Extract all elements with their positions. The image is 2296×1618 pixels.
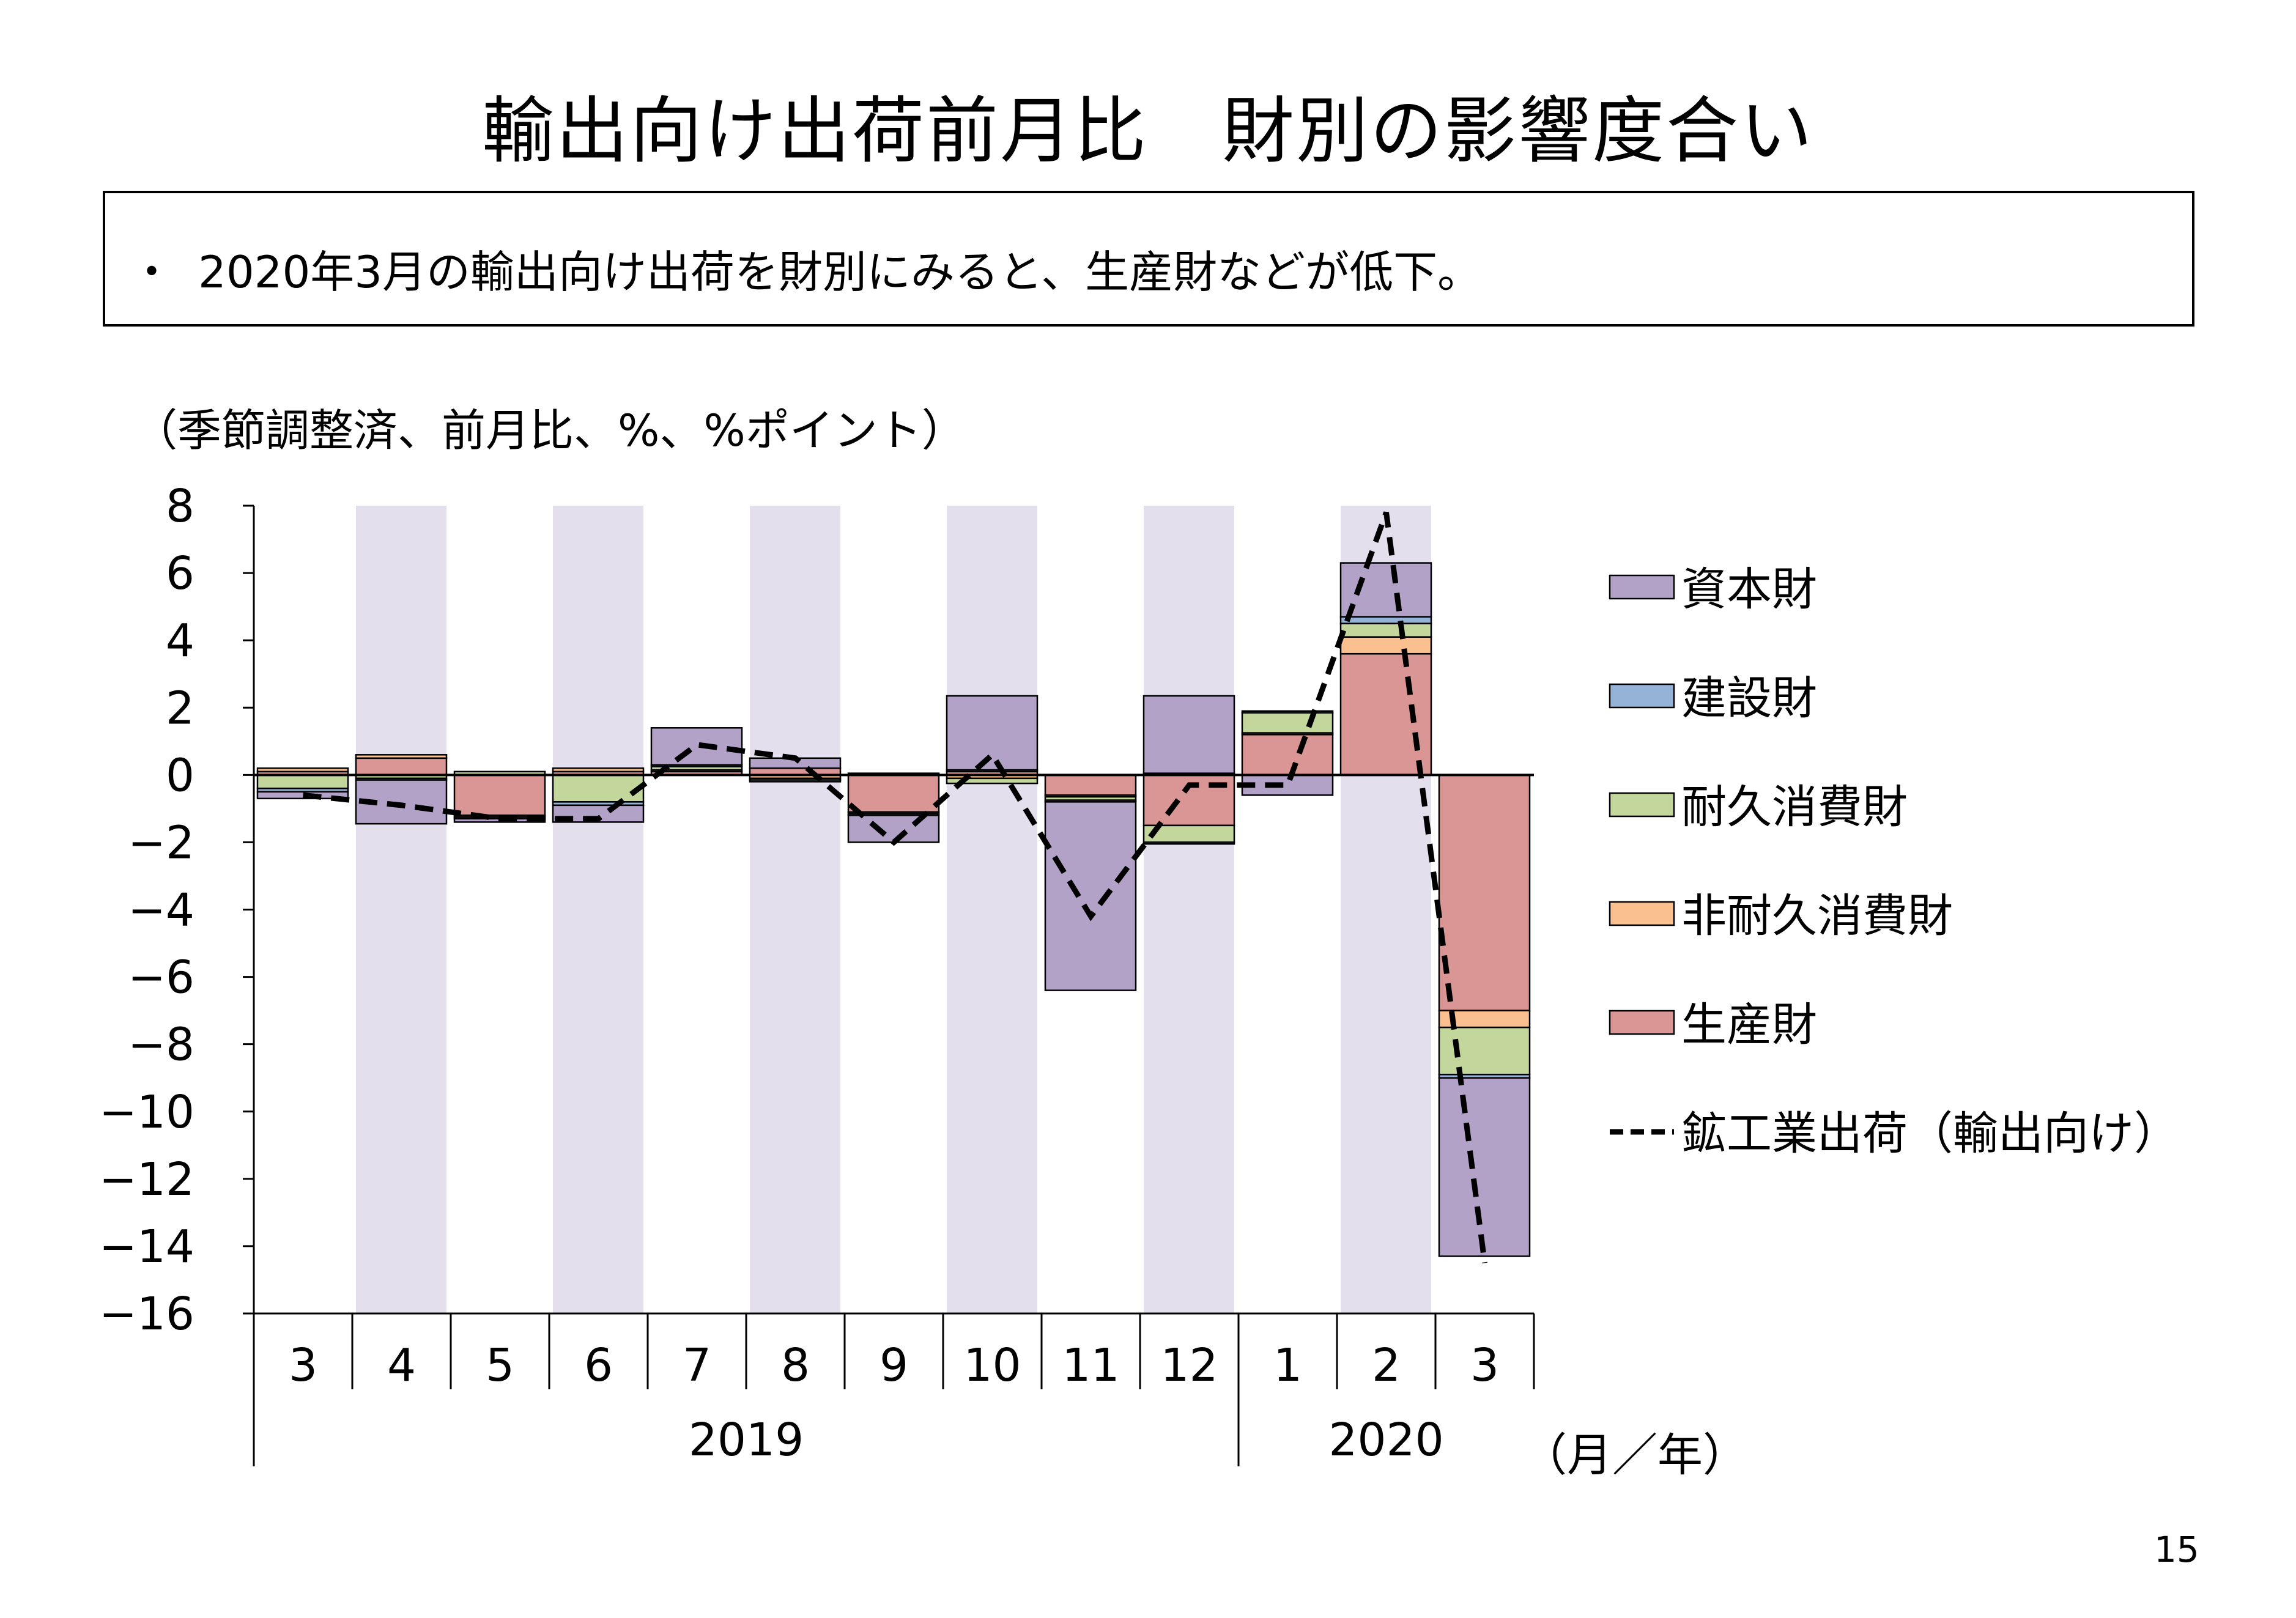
summary-text: 2020年3月の輸出向け出荷を財別にみると、生産財などが低下。 bbox=[198, 246, 1482, 298]
x-tick-label: 8 bbox=[781, 1339, 810, 1392]
y-tick-label: 6 bbox=[166, 547, 194, 600]
y-tick-label: 2 bbox=[166, 682, 194, 734]
x-tick-label: 10 bbox=[963, 1339, 1021, 1392]
x-tick-label: 4 bbox=[387, 1339, 416, 1392]
bar-segment bbox=[1241, 710, 1334, 714]
legend-label: 生産財 bbox=[1681, 999, 1817, 1051]
y-tick-label: −10 bbox=[99, 1086, 194, 1139]
y-tick-label: 4 bbox=[166, 615, 194, 667]
y-tick-label: −4 bbox=[128, 884, 194, 937]
bar-segment bbox=[1241, 712, 1334, 734]
bar-segment bbox=[1339, 616, 1432, 624]
x-tick-label: 2 bbox=[1372, 1339, 1401, 1392]
y-tick-label: −14 bbox=[99, 1221, 194, 1273]
x-tick-label: 3 bbox=[289, 1339, 317, 1392]
unit-note: （季節調整済、前月比、%、%ポイント） bbox=[133, 405, 966, 456]
bullet-mark: ・ bbox=[130, 246, 174, 298]
legend-swatch bbox=[1609, 683, 1675, 709]
legend-label: 非耐久消費財 bbox=[1681, 890, 1953, 942]
year-label: 2019 bbox=[689, 1414, 804, 1466]
bar-segment bbox=[355, 757, 448, 776]
y-tick-label: 8 bbox=[166, 480, 194, 533]
x-tick-label: 9 bbox=[880, 1339, 908, 1392]
y-tick-label: −2 bbox=[128, 816, 194, 869]
y-tick-label: 0 bbox=[166, 749, 194, 802]
legend-swatch bbox=[1609, 792, 1675, 818]
x-tick-label: 12 bbox=[1160, 1339, 1218, 1392]
legend-label: 鉱工業出荷（輸出向け） bbox=[1681, 1107, 2179, 1160]
bar-segment bbox=[1142, 841, 1235, 845]
y-tick-label: −12 bbox=[99, 1153, 194, 1206]
shaded-column bbox=[356, 506, 446, 1313]
bar-segment bbox=[552, 767, 645, 773]
bar-segment bbox=[749, 779, 842, 783]
legend-label: 建設財 bbox=[1681, 672, 1817, 725]
page-title: 輸出向け出荷前月比 財別の影響度合い bbox=[481, 89, 1814, 173]
page-number: 15 bbox=[2154, 1529, 2199, 1570]
bar-segment bbox=[1438, 1077, 1531, 1257]
x-tick-label: 1 bbox=[1273, 1339, 1302, 1392]
bar-segment bbox=[1438, 774, 1531, 1011]
y-tick-label: −6 bbox=[128, 951, 194, 1004]
shaded-column bbox=[750, 506, 840, 1313]
bar-segment bbox=[946, 695, 1039, 771]
bar-segment bbox=[1142, 695, 1235, 774]
shipments-dashed-line bbox=[303, 511, 1487, 1264]
shaded-column bbox=[947, 506, 1037, 1313]
summary-text-line: ・ 2020年3月の輸出向け出荷を財別にみると、生産財などが低下。 bbox=[130, 236, 1481, 300]
x-tick-label: 6 bbox=[584, 1339, 613, 1392]
legend-label: 耐久消費財 bbox=[1681, 781, 1908, 833]
legend-swatch bbox=[1609, 574, 1675, 600]
bar-segment bbox=[847, 815, 940, 843]
x-tick-label: 11 bbox=[1062, 1339, 1119, 1392]
bar-segment bbox=[946, 777, 1039, 785]
summary-box: ・ 2020年3月の輸出向け出荷を財別にみると、生産財などが低下。 bbox=[103, 191, 2194, 327]
x-tick-label: 5 bbox=[486, 1339, 514, 1392]
bar-segment bbox=[1339, 652, 1432, 776]
legend-swatch bbox=[1609, 901, 1675, 926]
bar-segment bbox=[552, 774, 645, 803]
bar-segment bbox=[1044, 774, 1137, 796]
y-tick-label: −16 bbox=[99, 1288, 194, 1340]
bar-segment bbox=[1339, 622, 1432, 638]
x-tick-label: 7 bbox=[683, 1339, 711, 1392]
x-tick-label: 3 bbox=[1470, 1339, 1499, 1392]
bar-segment bbox=[453, 774, 546, 816]
shaded-column bbox=[553, 506, 643, 1313]
year-label: 2020 bbox=[1328, 1414, 1443, 1466]
bar-segment bbox=[1044, 801, 1137, 991]
bar-segment bbox=[1438, 1026, 1531, 1076]
bar-segment bbox=[650, 727, 743, 766]
bar-segment bbox=[847, 774, 940, 813]
bar-segment bbox=[256, 791, 349, 800]
bar-segment bbox=[1339, 636, 1432, 655]
bar-segment bbox=[256, 767, 349, 773]
legend-label: 資本財 bbox=[1681, 563, 1817, 616]
bar-segment bbox=[256, 774, 349, 789]
shaded-column bbox=[1144, 506, 1234, 1313]
bar-segment bbox=[355, 754, 448, 759]
bar-segment bbox=[1241, 734, 1334, 776]
x-axis-unit: （月／年） bbox=[1522, 1429, 1748, 1482]
y-tick-label: −8 bbox=[128, 1019, 194, 1071]
legend-swatch bbox=[1609, 1010, 1675, 1035]
